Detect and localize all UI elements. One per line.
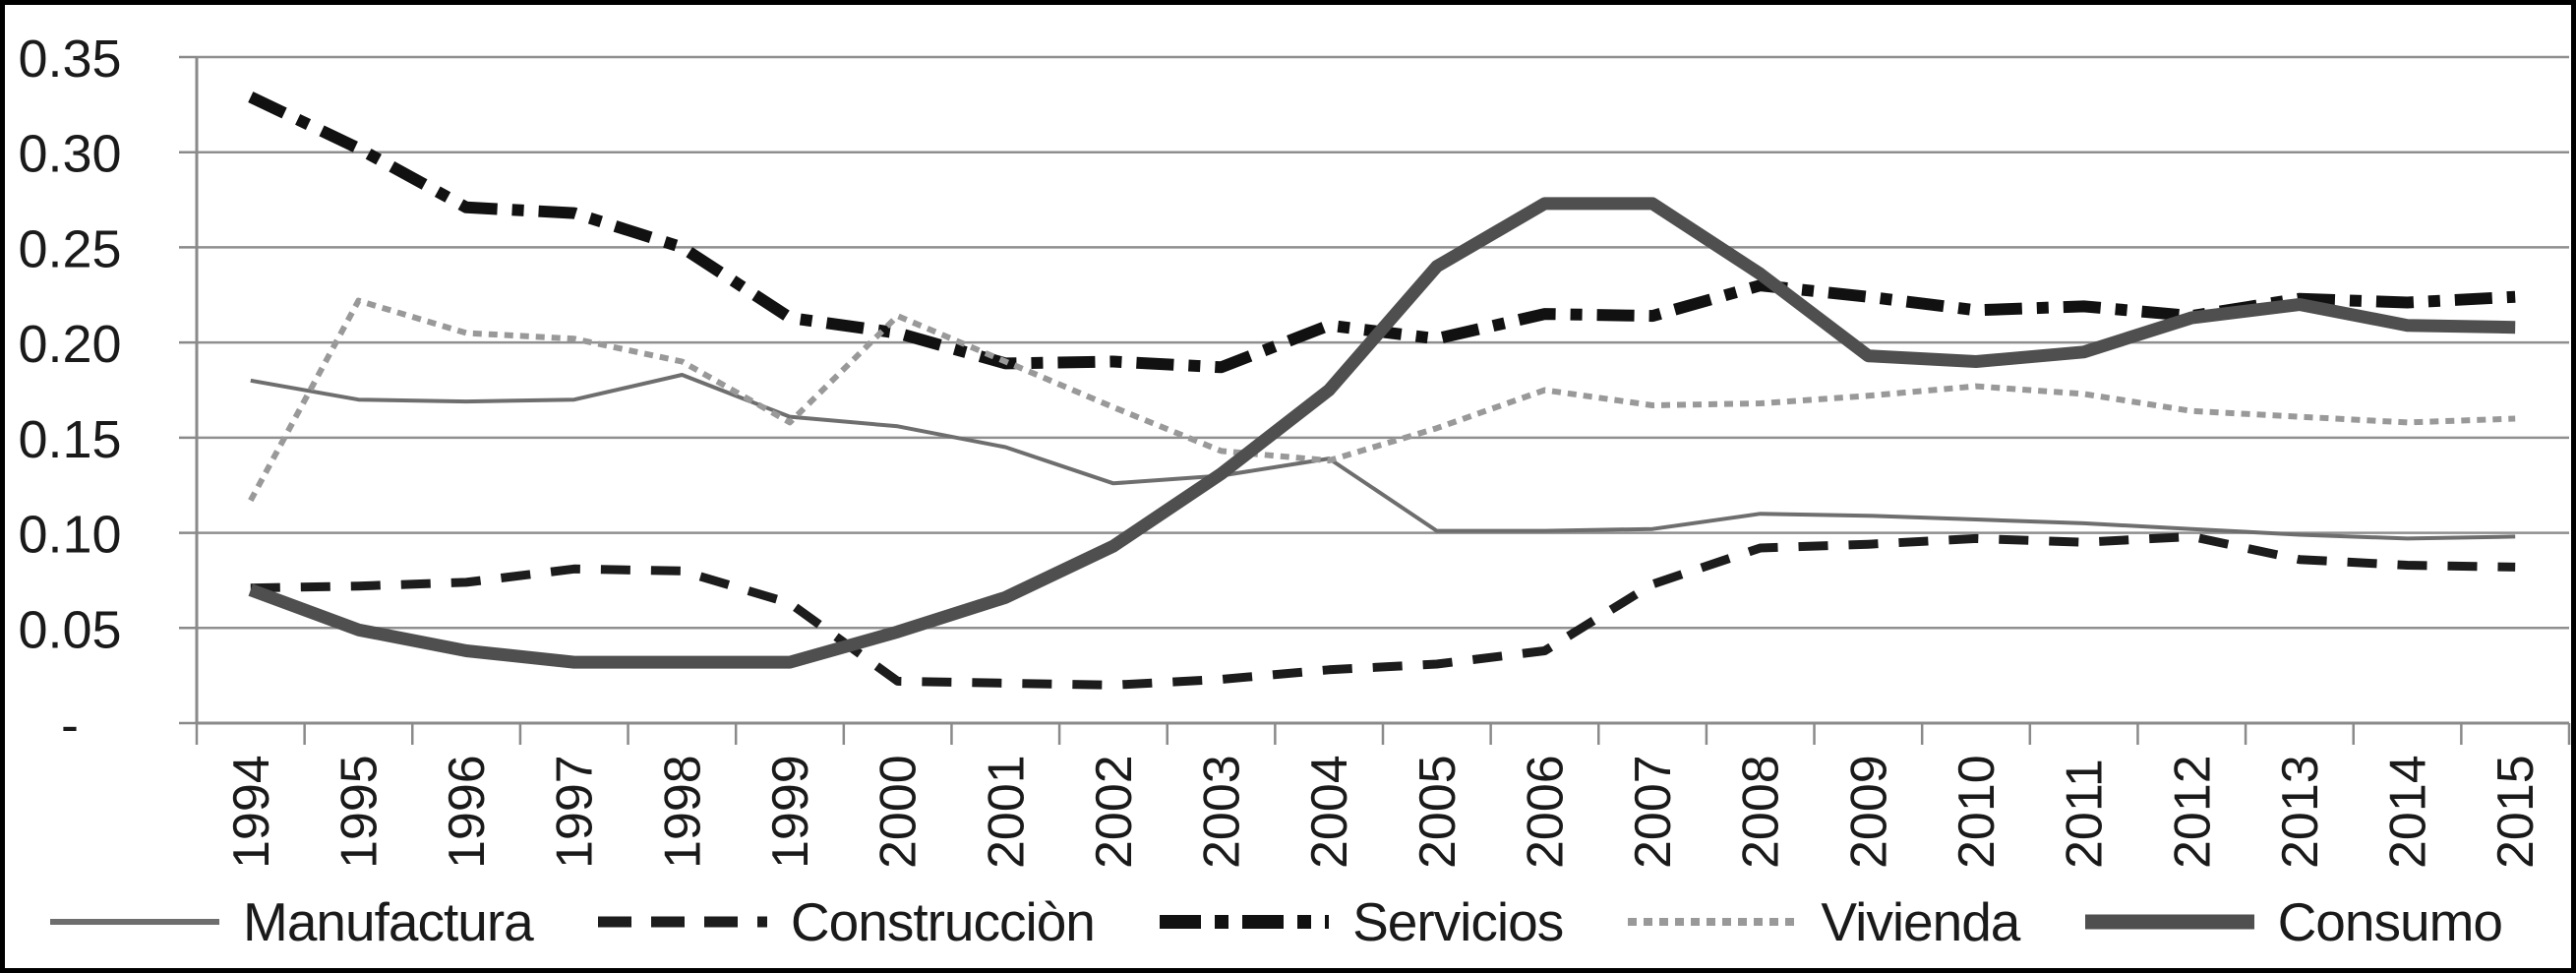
x-tick-label: 2000 (870, 755, 928, 869)
legend-swatch-manufactura-icon (50, 919, 219, 925)
y-tick-label: 0.10 (18, 506, 121, 565)
x-tick-label: 2010 (1948, 755, 2006, 869)
legend-item-manufactura: Manufactura (48, 890, 534, 953)
x-tick-label: 2004 (1301, 755, 1358, 869)
x-tick-label: 2001 (978, 755, 1035, 869)
x-tick-label: 1995 (330, 755, 388, 869)
series-lines (248, 91, 2516, 690)
y-tick-label: 0.20 (18, 315, 121, 374)
x-tick-label: 1998 (654, 755, 711, 869)
x-tick-label: 2006 (1517, 755, 1574, 869)
legend-item-servicios: Servicios (1158, 890, 1564, 953)
x-tick-label: 2015 (2487, 755, 2545, 869)
legend-swatch-servicios-icon (1160, 915, 1330, 929)
x-tick-label: 1996 (439, 755, 496, 869)
y-tick-label: 0.35 (18, 30, 121, 89)
x-tick-label: 2014 (2380, 755, 2437, 869)
legend-item-construccion: Construcciòn (596, 890, 1096, 953)
legend-swatch-construccion-icon (597, 916, 767, 928)
x-tick-label: 2005 (1409, 755, 1467, 869)
x-tick-label: 2009 (1840, 755, 1897, 869)
y-tick-label: 0.05 (18, 600, 121, 659)
series-line-consumo (248, 197, 2516, 669)
x-tick-label: 1999 (762, 755, 819, 869)
x-axis-labels: 1994 1995 1996 1997 1998 1999 2000 2001 2002 2003… (223, 755, 2545, 869)
x-tick-label: 2008 (1733, 755, 1790, 869)
legend-label: Servicios (1352, 891, 1564, 952)
chart-canvas: 0.350.300.250.200.150.100.05-1994 1995 199… (18, 30, 2571, 869)
series-line-manufactura (250, 373, 2516, 541)
series-line-construccion (250, 531, 2516, 690)
legend-item-consumo: Consumo (2083, 890, 2503, 953)
y-tick-label: 0.15 (18, 410, 121, 469)
x-tick-label: 2007 (1625, 755, 1682, 869)
legend-label: Vivienda (1821, 891, 2020, 952)
x-tick-label: 2013 (2272, 755, 2329, 869)
x-tick-label: 1997 (547, 755, 604, 869)
x-tick-label: 2003 (1194, 755, 1251, 869)
legend-swatch-vivienda-icon (1628, 918, 1798, 926)
x-tick-label: 2002 (1086, 755, 1143, 869)
chart-legend: Manufactura Construcciòn Servicios Vivienda… (5, 873, 2571, 971)
x-tick-label: 2011 (2057, 759, 2114, 869)
legend-item-vivienda: Vivienda (1626, 890, 2020, 953)
gridlines (197, 55, 2569, 725)
axes (179, 55, 2571, 745)
y-tick-label: 0.25 (18, 219, 121, 278)
legend-label: Manufactura (243, 891, 534, 952)
legend-swatch-consumo-icon (2084, 914, 2254, 930)
series-line-vivienda (248, 297, 2516, 503)
legend-label: Consumo (2277, 891, 2503, 952)
y-tick-label: - (61, 696, 79, 755)
y-axis-labels: 0.35 0.30 0.25 0.20 0.15 0.10 0.05 - (18, 30, 121, 755)
x-tick-label: 2012 (2164, 755, 2221, 869)
y-tick-label: 0.30 (18, 125, 121, 184)
legend-label: Construcciòn (790, 891, 1096, 952)
x-tick-label: 1994 (223, 755, 280, 869)
